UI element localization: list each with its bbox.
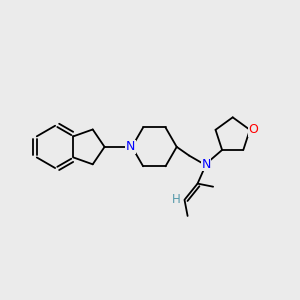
- Text: N: N: [201, 158, 211, 171]
- Text: H: H: [172, 193, 181, 206]
- Text: O: O: [249, 123, 259, 136]
- Text: N: N: [126, 140, 135, 153]
